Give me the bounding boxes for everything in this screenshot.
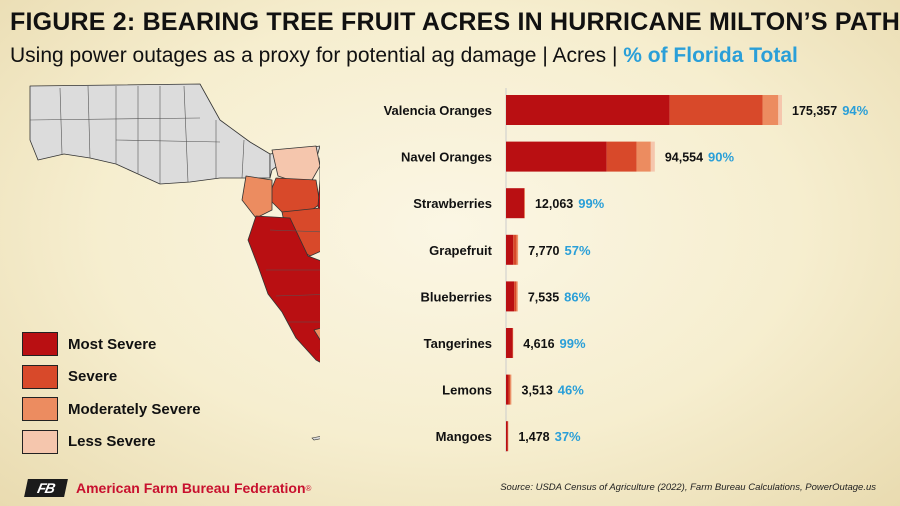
- legend-label: Less Severe: [68, 433, 156, 450]
- page-subtitle: Using power outages as a proxy for poten…: [10, 44, 798, 68]
- bar-segment: [506, 328, 513, 358]
- legend-label: Moderately Severe: [68, 400, 201, 418]
- legend-swatch: [22, 364, 58, 389]
- category-label: Tangerines: [424, 336, 492, 351]
- county-region-gulf-coast: [247, 215, 320, 363]
- category-label: Blueberries: [420, 289, 492, 304]
- bar-segment: [508, 374, 511, 405]
- org-name: American Farm Bureau Federation: [76, 480, 306, 496]
- footer-brand: FB American Farm Bureau Federation ®: [24, 479, 312, 497]
- legend-label: Most Severe: [68, 335, 157, 353]
- bar-segment: [514, 281, 517, 312]
- subtitle-text: Using power outages as a proxy for poten…: [10, 44, 624, 67]
- county-region-panhandle: [29, 83, 271, 185]
- percent-label: 46%: [558, 383, 584, 398]
- source-note: Source: USDA Census of Agriculture (2022…: [500, 482, 876, 493]
- bar-segment: [506, 421, 508, 452]
- bar-segment: [516, 234, 518, 265]
- bar-segment: [513, 234, 517, 265]
- florida-keys: [311, 436, 320, 441]
- acres-bar-chart: Valencia Oranges 175,357 94% Navel Oranges 9…: [384, 88, 869, 452]
- bar-segment: [636, 141, 651, 172]
- bar-segment: [506, 234, 514, 265]
- value-label: 7,770: [528, 244, 559, 258]
- bar-segment: [650, 141, 655, 172]
- bar-segment: [524, 188, 525, 219]
- keys-island: [311, 436, 320, 441]
- percent-label: 37%: [555, 429, 581, 444]
- value-label: 1,478: [518, 430, 549, 444]
- legend-label: Severe: [68, 368, 118, 385]
- afbf-logo: FB: [24, 479, 68, 497]
- value-label: 3,513: [522, 384, 553, 398]
- category-label: Mangoes: [436, 429, 492, 444]
- category-label: Navel Oranges: [401, 150, 492, 165]
- bar-segment: [506, 141, 607, 172]
- percent-label: 90%: [708, 150, 734, 165]
- category-label: Lemons: [442, 383, 492, 398]
- legend-item-moderately-severe: Moderately Severe: [22, 397, 201, 421]
- severity-legend: Most Severe Severe Moderately Severe Les…: [22, 332, 201, 462]
- county-region-north-less: [271, 145, 320, 183]
- bar-segment: [510, 374, 512, 405]
- legend-item-severe: Severe: [22, 364, 201, 389]
- legend-item-less-severe: Less Severe: [22, 429, 201, 454]
- value-label: 4,616: [523, 337, 554, 351]
- registered-mark: ®: [305, 483, 312, 493]
- category-label: Grapefruit: [429, 243, 493, 258]
- page-title: FIGURE 2: BEARING TREE FRUIT ACRES IN HU…: [10, 8, 900, 36]
- percent-label: 57%: [565, 243, 591, 258]
- value-label: 94,554: [665, 151, 703, 165]
- category-label: Strawberries: [413, 196, 492, 211]
- county-region-northeast: [317, 157, 320, 216]
- legend-swatch: [22, 429, 58, 454]
- value-label: 12,063: [535, 197, 573, 211]
- legend-swatch: [22, 397, 58, 421]
- bar-segment: [606, 141, 637, 172]
- bar-segment: [516, 281, 518, 312]
- value-label: 7,535: [528, 290, 559, 304]
- value-label: 175,357: [792, 104, 837, 118]
- bar-segment: [506, 188, 525, 219]
- county-region-southwest-moderate: [313, 327, 320, 341]
- category-label: Valencia Oranges: [384, 103, 492, 118]
- legend-item-most-severe: Most Severe: [22, 332, 201, 356]
- subtitle-percent-note: % of Florida Total: [623, 44, 798, 67]
- florida-county-map: [29, 83, 320, 441]
- percent-label: 99%: [560, 336, 586, 351]
- bar-segment: [669, 95, 763, 125]
- map-counties: [29, 83, 320, 363]
- bar-segment: [778, 95, 782, 125]
- map-county-lines: [29, 85, 320, 323]
- bar-segment: [506, 95, 670, 125]
- percent-label: 94%: [842, 103, 868, 118]
- legend-swatch: [22, 332, 58, 356]
- percent-label: 99%: [578, 196, 604, 211]
- bar-segment: [506, 374, 509, 405]
- county-region-west-moderate: [241, 175, 273, 219]
- bar-segment: [762, 95, 779, 125]
- percent-label: 86%: [564, 289, 590, 304]
- bar-segment: [506, 281, 515, 312]
